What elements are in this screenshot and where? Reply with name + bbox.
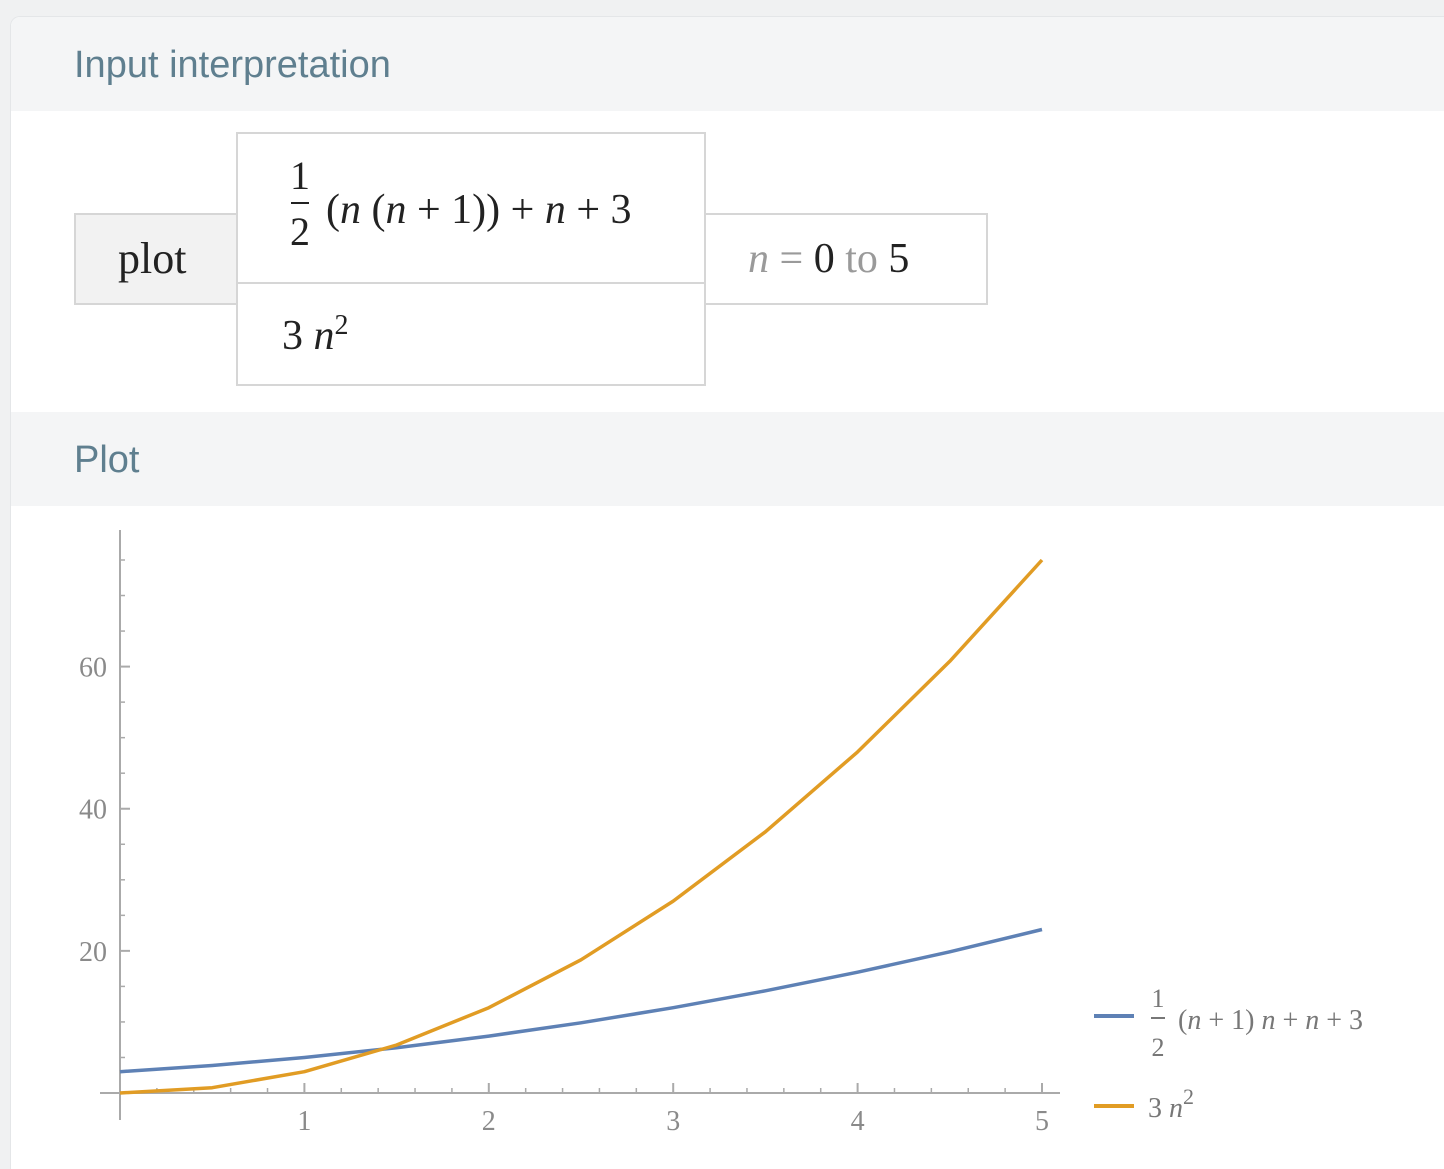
legend-blue-text-b: + 1) (1201, 1005, 1261, 1036)
input-interpretation-title: Input interpretation (74, 44, 391, 86)
x-tick-label-2: 2 (482, 1106, 496, 1137)
x-tick-label-1: 1 (297, 1106, 311, 1137)
range-cell: n = 0 to 5 (704, 213, 988, 305)
legend-blue-frac-den: 2 (1152, 1033, 1165, 1062)
plot-command-label: plot (118, 234, 187, 283)
legend-orange-var: n (1169, 1093, 1183, 1124)
expr1-fraction: 1 2 (286, 152, 314, 255)
x-tick-label-5: 5 (1035, 1106, 1049, 1137)
expr1-text-3: + 1)) + (406, 187, 545, 233)
legend-blue-var-b: n (1261, 1005, 1275, 1036)
legend-orange-coef: 3 (1148, 1093, 1169, 1124)
expr2-exp: 2 (334, 310, 349, 341)
chart-axes: 1 2 3 4 5 20 40 60 (79, 530, 1060, 1137)
expr1-var-1: n (340, 187, 361, 233)
expr1-fraction-denominator: 2 (290, 209, 310, 254)
y-tick-label-60: 60 (79, 653, 107, 684)
input-interpretation-header: Input interpretation (11, 17, 1444, 111)
expr1-fraction-numerator: 1 (290, 153, 310, 198)
result-frame: Input interpretation plot 1 2 (n (n + 1)… (10, 16, 1444, 1169)
expr1-var-3: n (544, 187, 566, 233)
expr1-text-4: + 3 (565, 187, 632, 233)
legend-orange-label: 3 n2 (1148, 1084, 1194, 1124)
legend-orange-exp: 2 (1183, 1084, 1194, 1109)
plot-command-cell: plot (74, 213, 238, 305)
expr2-coef: 3 (282, 313, 314, 359)
expr1-text-2: ( (361, 187, 386, 233)
y-tick-label-20: 20 (79, 937, 107, 968)
expr2-body: 3 n2 (282, 310, 349, 360)
range-to: 5 (888, 236, 910, 282)
series-line-orange (119, 558, 1044, 1095)
expr1-var-2: n (385, 187, 407, 233)
chart-series (119, 558, 1044, 1095)
legend-blue-text-c: + (1275, 1005, 1305, 1036)
legend-blue-frac-num: 1 (1152, 984, 1165, 1013)
range-eq: = (769, 236, 814, 282)
legend-blue-var-a: n (1187, 1005, 1201, 1036)
x-tick-label-3: 3 (666, 1106, 680, 1137)
range-from: 0 (813, 236, 835, 282)
y-tick-label-40: 40 (79, 795, 107, 826)
expression-1-cell: 1 2 (n (n + 1)) + n + 3 (236, 132, 706, 284)
legend-blue-var-c: n (1305, 1005, 1319, 1036)
range-var: n (748, 236, 769, 282)
plot-pod-title: Plot (74, 439, 140, 481)
series-line-blue (119, 927, 1043, 1074)
plot-pod-header: Plot (11, 412, 1444, 506)
range-body: n = 0 to 5 (748, 235, 909, 283)
expr1-body: (n (n + 1)) + n + 3 (326, 186, 632, 234)
expression-2-cell: 3 n2 (236, 282, 706, 386)
chart-legend: 1 2 (n + 1) n + n + 3 3 n2 (1094, 984, 1363, 1124)
expr1-fraction-bar (291, 202, 309, 204)
x-tick-label-4: 4 (851, 1106, 865, 1137)
expr2-var: n (313, 313, 335, 359)
expr1-text-1: ( (326, 187, 340, 233)
range-to-word: to (834, 236, 889, 282)
legend-blue-label: (n + 1) n + n + 3 (1178, 1005, 1363, 1036)
legend-blue-text-d: + 3 (1319, 1005, 1363, 1036)
legend-blue-text-a: ( (1178, 1005, 1187, 1036)
